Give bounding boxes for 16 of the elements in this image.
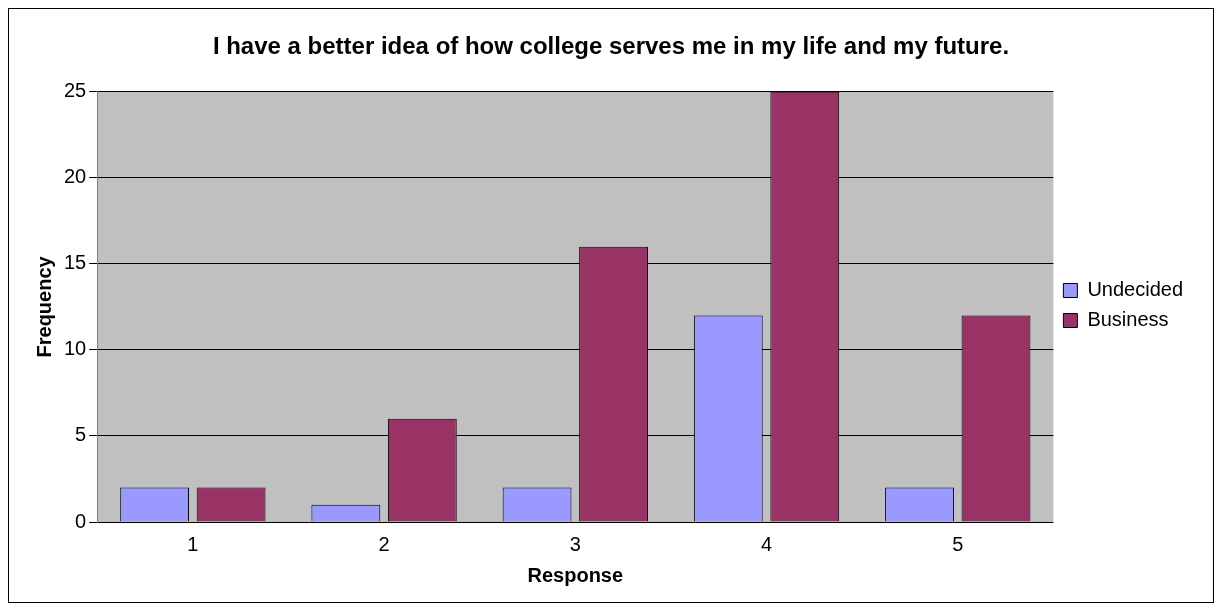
y-tick-label: 5 (75, 423, 87, 446)
y-tick-label: 0 (75, 509, 87, 532)
y-tick-label: 15 (64, 251, 87, 274)
legend-label: Business (1087, 308, 1169, 331)
y-tick-label: 20 (64, 165, 87, 188)
x-tick-label: 4 (760, 532, 773, 555)
x-tick-label: 2 (378, 532, 390, 555)
y-tick-label: 25 (64, 79, 87, 102)
legend-label: Undecided (1087, 278, 1183, 301)
chart-title: I have a better idea of how college serves me in my life and my future. (212, 32, 1010, 60)
x-tick-label: 3 (569, 532, 581, 555)
y-axis-title: Frequency (32, 255, 55, 358)
x-tick-label: 1 (187, 532, 199, 555)
y-tick-label: 10 (64, 337, 87, 360)
x-axis-title: Response (527, 563, 624, 586)
x-tick-label: 5 (952, 532, 964, 555)
